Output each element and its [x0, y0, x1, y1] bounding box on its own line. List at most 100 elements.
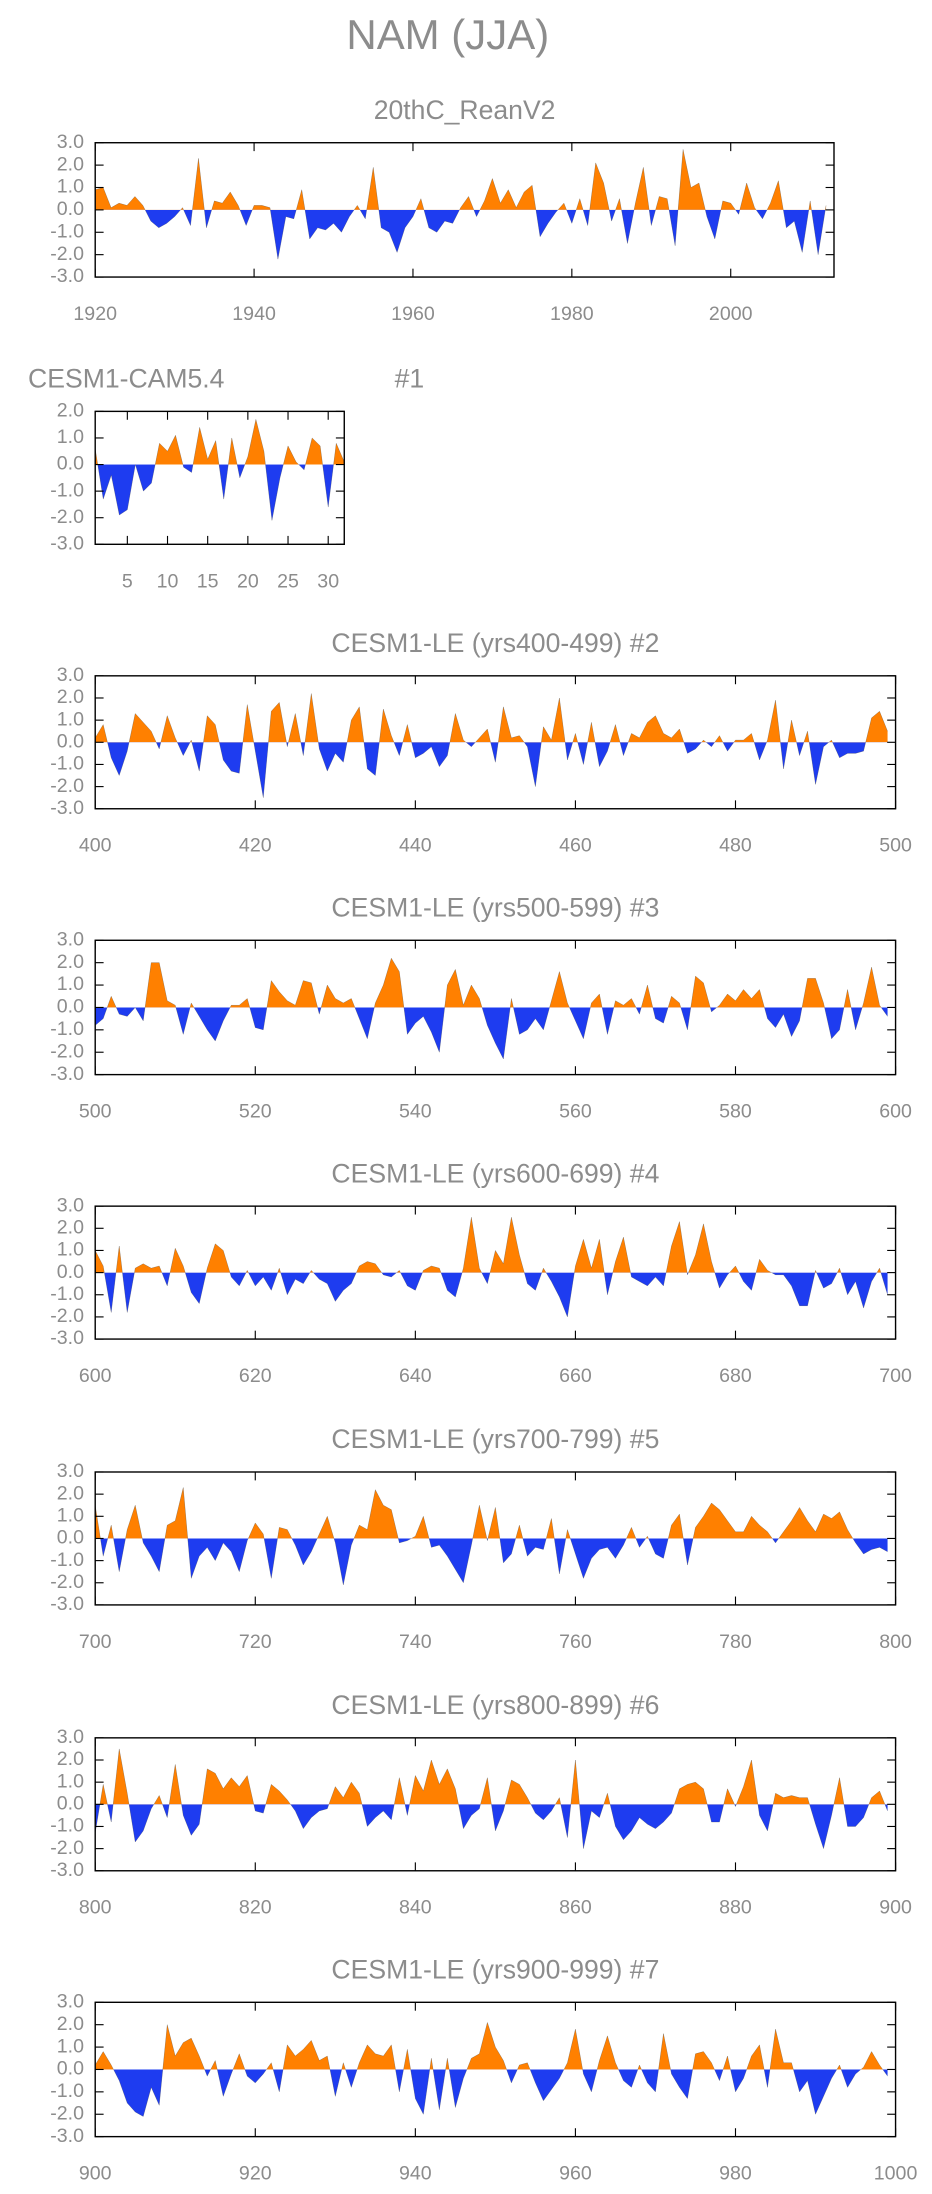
- y-tick-label: 3.0: [57, 1460, 84, 1482]
- y-tick-label: -3.0: [50, 265, 84, 287]
- y-tick-label: 0.0: [57, 1792, 84, 1814]
- y-tick-label: 0.0: [57, 198, 84, 220]
- series-line: [94, 1748, 888, 1850]
- y-tick-label: 0.0: [57, 453, 84, 475]
- x-tick-label: 400: [79, 835, 112, 857]
- panel-title: CESM1-LE (yrs700-799) #5: [331, 1424, 659, 1454]
- x-tick-label: 980: [719, 2163, 752, 2185]
- series-line: [95, 2021, 888, 2117]
- y-tick-label: -1.0: [50, 2080, 84, 2102]
- panel-title: 20thC_ReanV2: [374, 95, 556, 125]
- negative-fill: [95, 1804, 888, 1849]
- x-tick-label: 580: [719, 1101, 752, 1123]
- x-tick-label: 520: [239, 1101, 272, 1123]
- y-tick-label: -1.0: [50, 1018, 84, 1040]
- y-tick-label: 3.0: [57, 928, 84, 950]
- x-tick-label: 15: [197, 570, 219, 592]
- y-tick-label: -2.0: [50, 1305, 84, 1327]
- negative-fill: [95, 1272, 888, 1317]
- y-tick-label: 1.0: [57, 2035, 84, 2057]
- y-tick-label: 0.0: [57, 996, 84, 1018]
- series-line: [94, 419, 345, 521]
- y-tick-label: -2.0: [50, 1837, 84, 1859]
- y-tick-label: 3.0: [57, 1990, 84, 2012]
- y-tick-label: 1.0: [57, 1239, 84, 1261]
- x-tick-label: 660: [559, 1365, 592, 1387]
- x-tick-label: 640: [399, 1365, 432, 1387]
- y-tick-label: 3.0: [57, 664, 84, 686]
- y-tick-label: 2.0: [57, 400, 84, 422]
- x-tick-label: 600: [79, 1365, 112, 1387]
- negative-fill: [95, 464, 345, 521]
- positive-fill: [95, 1748, 888, 1805]
- y-tick-label: 2.0: [57, 2013, 84, 2035]
- panel-title: CESM1-LE (yrs800-899) #6: [331, 1690, 659, 1720]
- y-tick-label: -1.0: [50, 479, 84, 501]
- x-tick-label: 760: [559, 1631, 592, 1653]
- x-tick-label: 800: [879, 1631, 912, 1653]
- x-tick-label: 600: [879, 1101, 912, 1123]
- panel-title: CESM1-CAM5.4: [28, 364, 224, 394]
- y-tick-label: -2.0: [50, 2102, 84, 2124]
- x-tick-label: 500: [879, 835, 912, 857]
- x-tick-label: 680: [719, 1365, 752, 1387]
- panel-title: CESM1-LE (yrs500-599) #3: [331, 893, 659, 923]
- x-tick-label: 880: [719, 1897, 752, 1919]
- x-tick-label: 740: [399, 1631, 432, 1653]
- x-tick-label: 900: [79, 2163, 112, 2185]
- negative-fill: [95, 2069, 888, 2117]
- x-tick-label: 560: [559, 1101, 592, 1123]
- x-tick-label: 5: [122, 570, 133, 592]
- run-label: #1: [395, 364, 425, 394]
- figure-title: NAM (JJA): [346, 11, 549, 58]
- x-tick-label: 1980: [550, 303, 594, 325]
- y-tick-label: 3.0: [57, 1194, 84, 1216]
- x-tick-label: 20: [237, 570, 259, 592]
- x-tick-label: 960: [559, 2163, 592, 2185]
- positive-fill: [95, 419, 345, 465]
- x-tick-label: 1940: [232, 303, 276, 325]
- y-tick-label: -2.0: [50, 1571, 84, 1593]
- positive-fill: [95, 149, 827, 210]
- x-tick-label: 900: [879, 1897, 912, 1919]
- x-tick-label: 460: [559, 835, 592, 857]
- y-tick-label: -3.0: [50, 797, 84, 819]
- positive-fill: [95, 2022, 888, 2070]
- plot-frame: [94, 410, 345, 546]
- y-tick-label: -1.0: [50, 220, 84, 242]
- x-tick-label: 25: [277, 570, 299, 592]
- y-tick-label: 2.0: [57, 1216, 84, 1238]
- series-line: [95, 957, 888, 1060]
- y-tick-label: 0.0: [57, 2058, 84, 2080]
- y-tick-label: 0.0: [57, 1261, 84, 1283]
- x-tick-label: 480: [719, 835, 752, 857]
- y-tick-label: 2.0: [57, 686, 84, 708]
- x-tick-label: 860: [559, 1897, 592, 1919]
- y-tick-label: -1.0: [50, 1815, 84, 1837]
- series-line: [95, 1217, 888, 1318]
- y-tick-label: 0.0: [57, 1527, 84, 1549]
- y-tick-label: -1.0: [50, 1283, 84, 1305]
- y-tick-label: 0.0: [57, 730, 84, 752]
- positive-fill: [95, 958, 888, 1008]
- x-tick-label: 840: [399, 1897, 432, 1919]
- x-tick-label: 940: [399, 2163, 432, 2185]
- y-tick-label: -2.0: [50, 506, 84, 528]
- y-tick-label: 3.0: [57, 1726, 84, 1748]
- panel-title: CESM1-LE (yrs600-699) #4: [331, 1158, 659, 1188]
- x-tick-label: 720: [239, 1631, 272, 1653]
- y-tick-label: -3.0: [50, 1859, 84, 1881]
- series-line: [94, 1487, 888, 1586]
- y-tick-label: -3.0: [50, 2125, 84, 2147]
- x-tick-label: 700: [79, 1631, 112, 1653]
- y-tick-label: 1.0: [57, 1770, 84, 1792]
- x-tick-label: 620: [239, 1365, 272, 1387]
- x-tick-label: 1920: [73, 303, 117, 325]
- y-tick-label: 2.0: [57, 1482, 84, 1504]
- y-tick-label: -1.0: [50, 1549, 84, 1571]
- y-tick-label: 1.0: [57, 708, 84, 730]
- y-tick-label: 1.0: [57, 973, 84, 995]
- panel-title: CESM1-LE (yrs400-499) #2: [331, 628, 659, 658]
